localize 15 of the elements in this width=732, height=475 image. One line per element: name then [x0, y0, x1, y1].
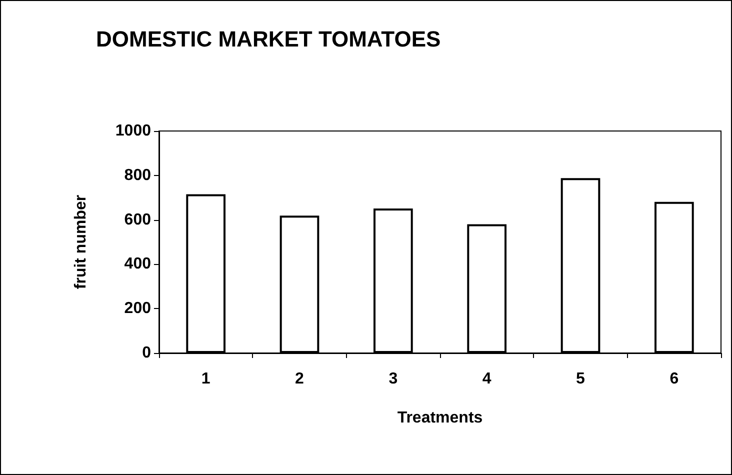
y-tick-label: 800: [124, 166, 152, 184]
x-axis-title: Treatments: [397, 410, 483, 426]
y-tick-label: 600: [124, 211, 152, 228]
y-tick-label: 400: [124, 256, 152, 273]
x-tick-label: 4: [482, 370, 492, 388]
x-tick-label: 2: [295, 370, 304, 388]
y-tick-label: 1000: [115, 122, 152, 140]
x-tick-label: 3: [388, 370, 398, 388]
y-axis-title: fruit number: [72, 194, 90, 290]
chart-title: DOMESTIC MARKET TOMATOES: [96, 26, 441, 52]
y-tick-label: 0: [142, 344, 152, 362]
x-tick-label: 5: [576, 370, 586, 388]
x-tick-label: 6: [670, 370, 679, 388]
x-tick-label: 1: [201, 370, 210, 388]
y-tick-label: 200: [124, 300, 152, 318]
